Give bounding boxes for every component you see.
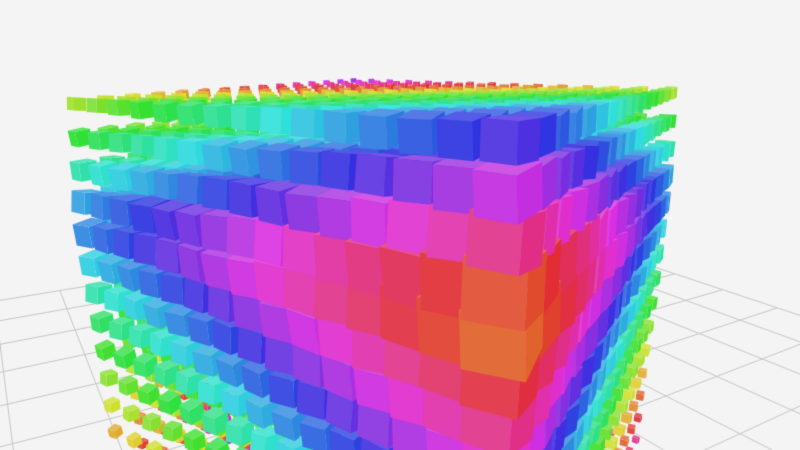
webgl-viewport bbox=[0, 0, 800, 450]
voxel-scene-canvas[interactable] bbox=[0, 0, 800, 450]
